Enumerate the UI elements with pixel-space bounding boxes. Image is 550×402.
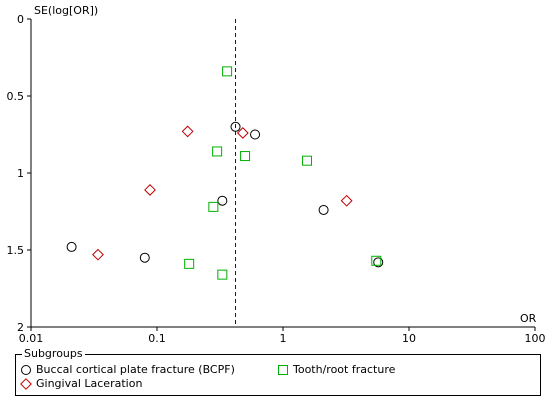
x-tick-label: 0.1 xyxy=(148,332,166,345)
circle-marker-icon xyxy=(21,364,31,375)
square-point xyxy=(212,146,223,157)
y-tick-label: 0 xyxy=(17,13,24,26)
x-tick-label: 10 xyxy=(402,332,416,345)
square-point xyxy=(208,201,219,212)
diamond-point xyxy=(340,194,353,207)
data-points xyxy=(66,66,384,280)
diamond-point xyxy=(92,248,104,261)
circle-point xyxy=(230,121,241,132)
circle-point xyxy=(66,241,77,252)
square-point xyxy=(301,155,312,166)
square-point xyxy=(184,258,195,269)
x-tick-label: 0.01 xyxy=(19,332,44,345)
circle-point xyxy=(139,252,150,263)
y-tick-label: 0.5 xyxy=(7,90,25,103)
legend-item-bcpf: Buccal cortical plate fracture (BCPF) xyxy=(20,363,235,376)
square-marker-icon xyxy=(278,364,288,375)
square-point xyxy=(240,151,251,162)
y-tick-label: 1 xyxy=(17,167,24,180)
square-point xyxy=(217,269,228,280)
x-axis-title: OR xyxy=(520,312,537,325)
plot-frame xyxy=(30,19,535,328)
y-tick-label: 1.5 xyxy=(7,244,25,257)
diamond-point xyxy=(144,184,156,196)
legend-label-bcpf: Buccal cortical plate fracture (BCPF) xyxy=(36,363,235,376)
diamond-point xyxy=(236,127,249,139)
legend-label-tooth: Tooth/root fracture xyxy=(293,363,396,376)
square-point xyxy=(222,66,233,77)
diamond-point xyxy=(181,125,194,138)
legend-item-gingival: Gingival Laceration xyxy=(20,377,142,390)
x-tick-label: 100 xyxy=(525,332,546,345)
square-point xyxy=(371,255,382,266)
circle-point xyxy=(318,204,329,215)
legend-title: Subgroups xyxy=(22,347,85,360)
y-tick-label: 2 xyxy=(17,321,24,334)
legend-item-tooth: Tooth/root fracture xyxy=(277,363,395,376)
circle-point xyxy=(217,195,228,206)
axis-ticks: 0.01 0.1 1 10 100 0 0.5 1 1.5 2 xyxy=(7,13,546,345)
funnel-plot: 0.01 0.1 1 10 100 0 0.5 1 1.5 2 SE(log[OR]) OR xyxy=(7,4,546,345)
x-tick-label: 1 xyxy=(280,332,287,345)
legend: Subgroups Buccal cortical plate fracture… xyxy=(15,347,541,396)
y-axis-title: SE(log[OR]) xyxy=(34,4,98,17)
legend-label-gingival: Gingival Laceration xyxy=(36,377,143,390)
diamond-marker-icon xyxy=(20,377,32,390)
circle-point xyxy=(250,129,261,140)
circle-point xyxy=(373,257,384,268)
